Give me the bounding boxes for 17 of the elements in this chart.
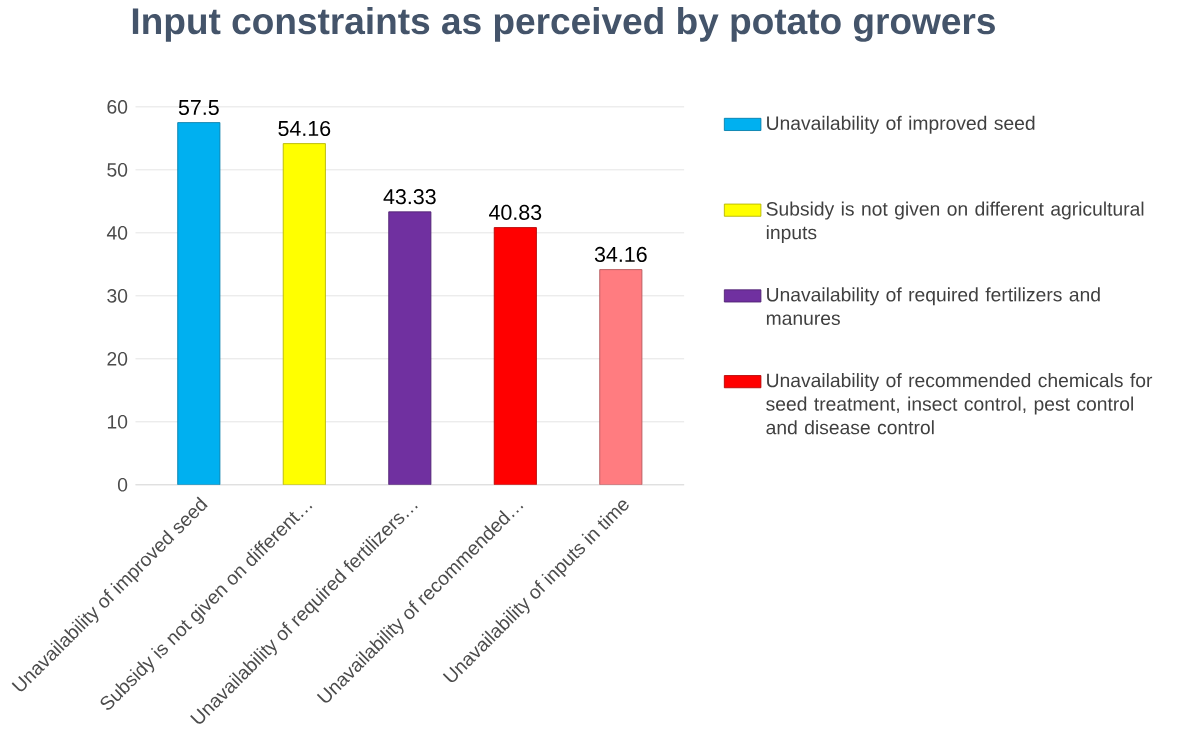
y-tick-label: 30 — [107, 289, 128, 303]
legend-label: Unavailability of recommended chemicals for seed treatment, insect control, pest control and disease control — [766, 373, 1153, 435]
y-tick-label: 60 — [107, 100, 128, 114]
y-tick-label: 50 — [107, 163, 128, 177]
legend-label: Unavailability of required fertilizers and manures — [766, 287, 1100, 326]
data-label: 40.83 — [489, 205, 542, 221]
chart-title: Input constraints as perceived by potato growers — [132, 7, 995, 43]
data-label: 43.33 — [383, 189, 436, 205]
legend-label: Unavailability of improved seed — [767, 116, 1035, 135]
data-label: 54.16 — [278, 121, 331, 137]
data-label: 57.5 — [178, 100, 219, 116]
y-tick-label: 0 — [117, 478, 128, 492]
legend-label: Subsidy is not given on different agricultural inputs — [766, 201, 1144, 244]
y-tick-label: 10 — [107, 415, 128, 429]
y-tick-label: 40 — [106, 226, 128, 240]
data-label: 34.16 — [594, 247, 647, 263]
y-tick-label: 20 — [107, 352, 128, 366]
